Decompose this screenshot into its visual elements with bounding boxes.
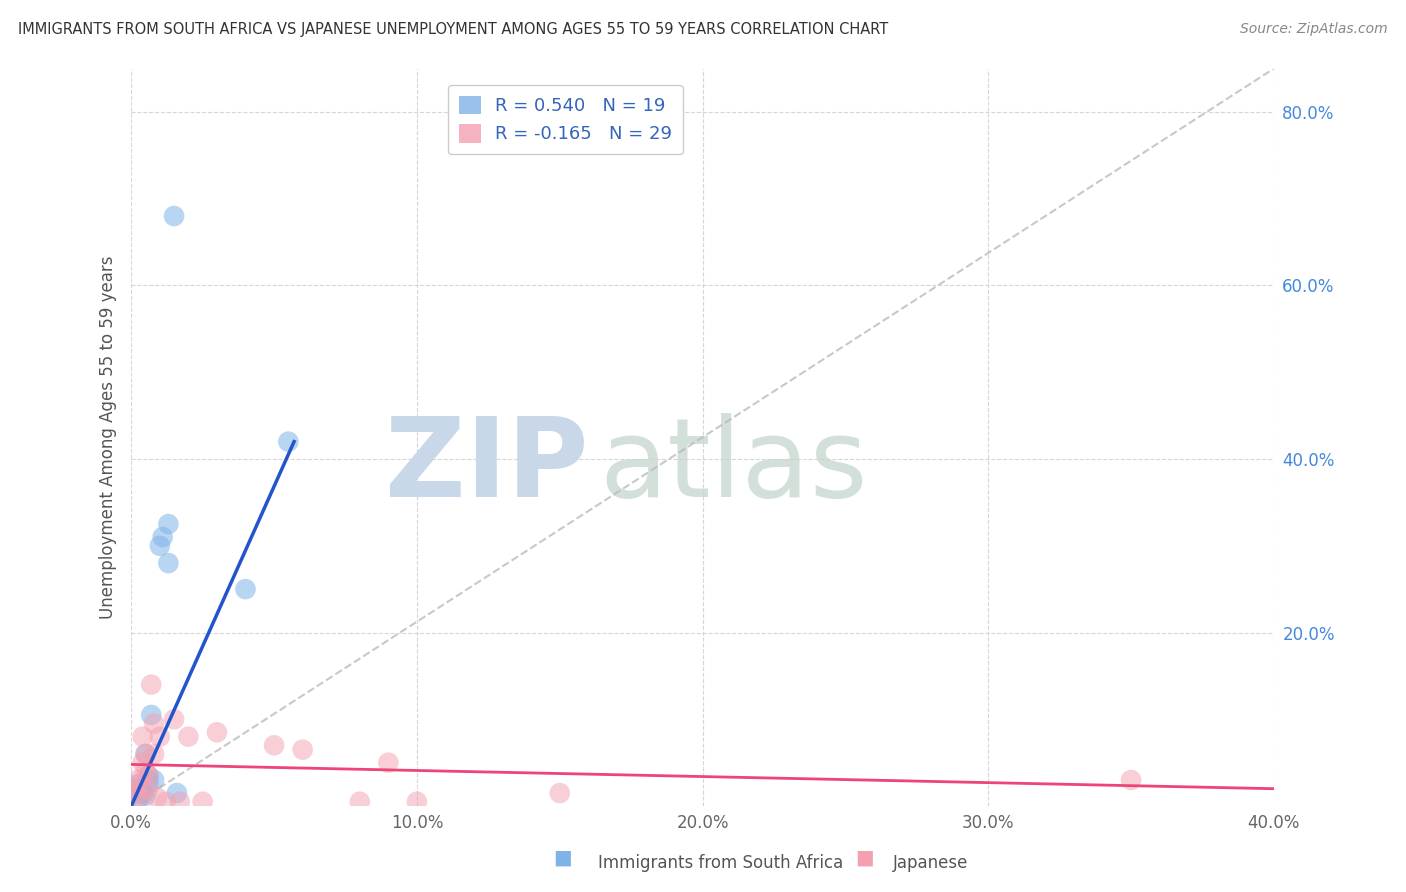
Point <box>157 517 180 532</box>
Point <box>131 730 153 744</box>
Point <box>125 772 148 787</box>
Point <box>125 786 148 800</box>
Point <box>135 789 157 803</box>
Y-axis label: Unemployment Among Ages 55 to 59 years: Unemployment Among Ages 55 to 59 years <box>100 255 117 619</box>
Point <box>128 777 150 791</box>
Point <box>146 790 169 805</box>
Point <box>1119 772 1142 787</box>
Point <box>163 209 186 223</box>
Text: ▪: ▪ <box>553 843 572 872</box>
Point <box>177 730 200 744</box>
Point <box>135 747 157 761</box>
Point <box>138 781 160 796</box>
Point <box>291 742 314 756</box>
Point <box>406 795 429 809</box>
Point <box>138 769 160 783</box>
Point <box>149 730 172 744</box>
Point <box>155 795 177 809</box>
Point <box>166 786 188 800</box>
Point <box>349 795 371 809</box>
Point <box>163 712 186 726</box>
Point <box>128 790 150 805</box>
Point <box>122 781 145 796</box>
Point <box>191 795 214 809</box>
Text: ZIP: ZIP <box>385 413 588 520</box>
Text: Immigrants from South Africa: Immigrants from South Africa <box>598 855 842 872</box>
Point <box>263 739 285 753</box>
Point <box>205 725 228 739</box>
Text: ▪: ▪ <box>855 843 875 872</box>
Text: atlas: atlas <box>600 413 869 520</box>
Point <box>128 783 150 797</box>
Point <box>143 772 166 787</box>
Point <box>138 774 160 789</box>
Point <box>157 556 180 570</box>
Point <box>143 747 166 761</box>
Point <box>125 777 148 791</box>
Point <box>141 708 163 723</box>
Point <box>131 756 153 770</box>
Text: Source: ZipAtlas.com: Source: ZipAtlas.com <box>1240 22 1388 37</box>
Point <box>122 781 145 796</box>
Point <box>128 790 150 805</box>
Text: IMMIGRANTS FROM SOUTH AFRICA VS JAPANESE UNEMPLOYMENT AMONG AGES 55 TO 59 YEARS : IMMIGRANTS FROM SOUTH AFRICA VS JAPANESE… <box>18 22 889 37</box>
Point <box>138 769 160 783</box>
Point <box>277 434 299 449</box>
Text: Japanese: Japanese <box>893 855 969 872</box>
Point <box>149 539 172 553</box>
Point <box>135 747 157 761</box>
Point <box>235 582 257 596</box>
Point <box>152 530 174 544</box>
Point <box>131 786 153 800</box>
Point <box>169 795 191 809</box>
Legend: R = 0.540   N = 19, R = -0.165   N = 29: R = 0.540 N = 19, R = -0.165 N = 29 <box>449 85 683 154</box>
Point <box>377 756 399 770</box>
Point <box>143 716 166 731</box>
Point <box>548 786 571 800</box>
Point <box>135 764 157 779</box>
Point <box>141 677 163 691</box>
